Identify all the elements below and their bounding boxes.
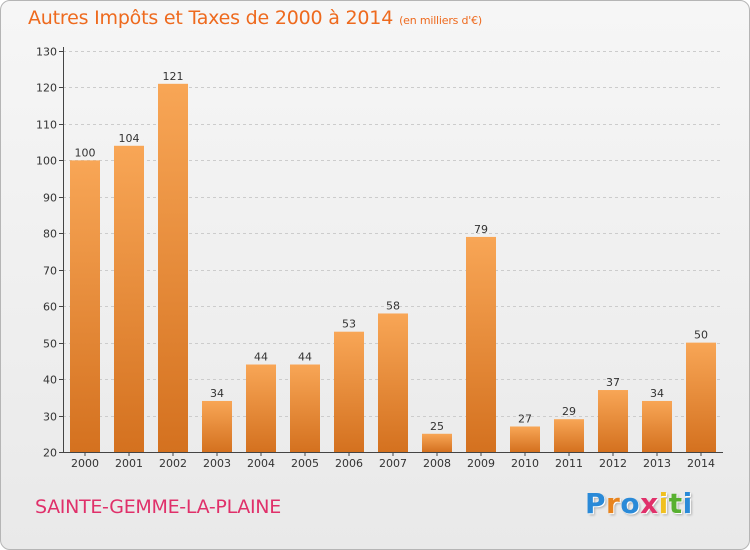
data-label: 29 [562,405,576,418]
bar [334,331,364,452]
x-tick-label: 2007 [379,457,407,470]
chart-title: Autres Impôts et Taxes de 2000 à 2014 (en… [28,7,482,29]
data-label: 37 [606,376,620,389]
bar [642,400,672,452]
logo-letter: o [620,487,641,520]
x-tick-label: 2003 [203,457,231,470]
x-tick-label: 2000 [71,457,99,470]
bar [422,433,452,452]
data-label: 25 [430,420,444,433]
logo-letter: i [682,487,693,520]
bar [686,342,716,452]
y-tick-label: 70 [43,265,57,278]
y-tick-label: 130 [36,46,57,59]
chart-subtitle: (en milliers d'€) [399,14,482,27]
data-label: 44 [298,351,312,364]
bar [202,400,232,452]
x-tick-label: 2006 [335,457,363,470]
data-label: 34 [210,387,224,400]
bars [70,83,716,453]
y-tick-label: 80 [43,228,57,241]
bar [554,419,584,452]
y-tick-label: 40 [43,374,57,387]
x-tick-label: 2011 [555,457,583,470]
data-label: 27 [518,412,532,425]
x-tick-label: 2012 [599,457,627,470]
y-tick-label: 30 [43,411,57,424]
data-label: 104 [119,132,140,145]
data-label: 44 [254,351,268,364]
proxiti-logo: Proxiti [585,487,693,520]
logo-letter: i [658,487,669,520]
city-name: SAINTE-GEMME-LA-PLAINE [35,496,281,518]
y-tick-label: 110 [36,119,57,132]
data-label: 100 [75,146,96,159]
bar [510,426,540,452]
logo-letter: t [668,487,683,520]
y-tick-label: 100 [36,155,57,168]
bar [466,236,496,452]
x-tick-label: 2005 [291,457,319,470]
bar [70,160,100,452]
bar [290,364,320,452]
logo-letter: P [585,487,607,520]
bar [114,145,144,453]
bar [598,390,628,452]
x-tick-label: 2002 [159,457,187,470]
bar [378,313,408,452]
bar [246,364,276,452]
x-tick-label: 2009 [467,457,495,470]
data-label: 53 [342,318,356,331]
title-main: Autres Impôts et Taxes de 2000 à 2014 [28,7,394,29]
data-label: 58 [386,299,400,312]
x-tick-label: 2010 [511,457,539,470]
y-tick-label: 60 [43,301,57,314]
x-tick-label: 2014 [687,457,715,470]
y-tick-label: 90 [43,192,57,205]
logo-letter: r [606,487,621,520]
y-tick-label: 20 [43,447,57,460]
x-tick-label: 2001 [115,457,143,470]
logo-letter: x [640,487,659,520]
x-tick-label: 2013 [643,457,671,470]
data-label: 121 [163,70,184,83]
x-tick-label: 2008 [423,457,451,470]
bar [158,83,188,453]
y-tick-label: 120 [36,82,57,95]
y-tick-label: 50 [43,338,57,351]
data-label: 79 [474,223,488,236]
data-label: 34 [650,387,664,400]
axes [59,47,723,456]
labels: 20 30 40 50 60 70 80 90 100 110 120 130 2000 100 2001 1… [36,46,715,471]
x-tick-label: 2004 [247,457,275,470]
data-label: 50 [694,329,708,342]
